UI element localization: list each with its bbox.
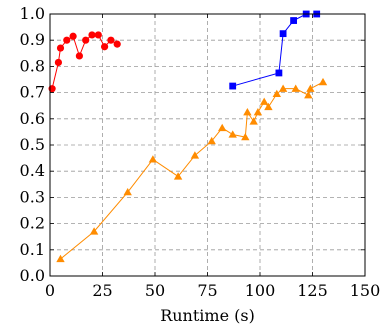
data-point — [291, 84, 300, 92]
y-tick-label: 0.9 — [20, 30, 45, 49]
data-point — [190, 151, 200, 159]
data-point — [304, 91, 313, 99]
data-point — [75, 52, 83, 60]
series-line — [232, 13, 317, 87]
data-point — [63, 36, 71, 44]
x-tick-label: 0 — [45, 281, 55, 300]
data-point — [94, 31, 102, 39]
y-tick-label: 0.4 — [20, 161, 45, 180]
data-point — [272, 89, 281, 98]
data-point — [278, 84, 288, 92]
data-point — [207, 136, 216, 145]
x-axis-label: Runtime (s) — [160, 306, 255, 325]
y-tick-label: 0.8 — [20, 56, 45, 75]
axis-ticks: 0.0 0.1 0.2 0.3 0.4 0.5 0.6 0.7 0.8 0.9 1.0 0 25 50 75… — [20, 4, 381, 300]
x-tick-label: 75 — [197, 281, 217, 300]
data-point — [113, 40, 121, 48]
data-point — [218, 123, 227, 132]
data-point — [253, 108, 263, 116]
y-tick-label: 0.0 — [20, 266, 45, 285]
y-tick-label: 0.7 — [20, 83, 45, 102]
x-tick-label: 125 — [297, 281, 328, 300]
data-point — [306, 84, 315, 92]
y-tick-label: 0.5 — [20, 135, 45, 154]
series-square — [229, 10, 321, 90]
data-point — [82, 36, 90, 44]
y-tick-label: 0.1 — [20, 240, 45, 259]
data-point — [275, 69, 283, 77]
x-tick-label: 25 — [92, 281, 112, 300]
data-point — [260, 97, 269, 105]
data-point — [229, 82, 237, 90]
data-point — [228, 130, 237, 138]
data-point — [173, 172, 183, 180]
data-point — [123, 187, 132, 196]
x-tick-label: 150 — [350, 281, 381, 300]
series-line — [60, 81, 324, 260]
x-tick-label: 100 — [245, 281, 276, 300]
data-point — [241, 132, 250, 141]
data-point — [101, 43, 109, 51]
data-point — [290, 17, 297, 24]
data-point — [148, 155, 158, 163]
data-point — [279, 30, 287, 38]
x-tick-label: 50 — [145, 281, 165, 300]
data-point — [264, 102, 273, 111]
series-triangle — [56, 77, 328, 263]
data-point — [88, 31, 96, 39]
data-point — [243, 108, 252, 116]
data-point — [107, 36, 115, 44]
data-point — [56, 44, 65, 52]
y-tick-label: 0.6 — [20, 109, 45, 128]
data-point — [69, 32, 77, 40]
y-tick-label: 1.0 — [20, 4, 45, 23]
y-tick-label: 0.2 — [20, 214, 45, 233]
data-point — [89, 227, 99, 235]
data-point — [54, 58, 63, 67]
series-layer — [48, 10, 328, 263]
y-tick-label: 0.3 — [20, 187, 45, 206]
data-point — [249, 117, 258, 125]
data-point — [56, 254, 65, 263]
data-point — [318, 77, 328, 86]
